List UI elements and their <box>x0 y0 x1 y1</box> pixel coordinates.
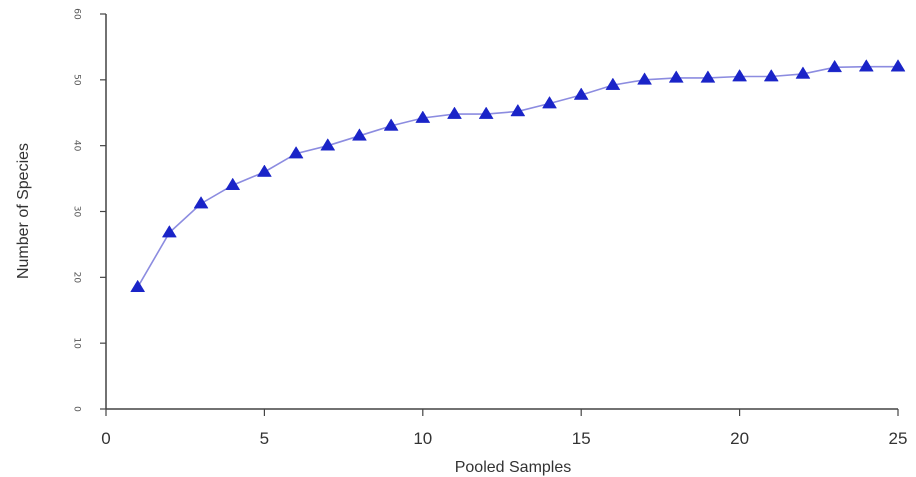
y-tick-label: 60 <box>72 8 82 20</box>
data-point-marker <box>510 103 526 117</box>
y-tick-label: 40 <box>72 140 82 152</box>
y-axis-ticks: 0 10 20 30 40 50 60 <box>72 8 106 412</box>
data-point-marker <box>668 70 684 83</box>
data-point-marker <box>320 138 336 151</box>
x-tick-label: 20 <box>730 429 749 448</box>
series-line <box>137 65 898 288</box>
y-tick-label: 20 <box>72 272 82 284</box>
data-point-marker <box>858 59 874 72</box>
y-tick-label: 10 <box>72 337 82 349</box>
data-point-marker <box>700 70 716 83</box>
data-markers <box>130 59 906 293</box>
data-point-marker <box>637 72 653 85</box>
data-point-marker <box>763 69 779 82</box>
data-point-marker <box>130 279 146 293</box>
y-axis-title: Number of Species <box>15 143 32 279</box>
x-tick-label: 5 <box>260 429 269 448</box>
y-tick-label: 0 <box>72 406 82 412</box>
data-point-marker <box>827 59 843 73</box>
data-point-marker <box>288 146 304 159</box>
data-point-marker <box>478 106 494 119</box>
data-point-marker <box>890 59 906 72</box>
y-tick-label: 30 <box>72 206 82 218</box>
data-point-marker <box>161 225 177 238</box>
data-point-marker <box>383 118 399 131</box>
x-tick-label: 10 <box>413 429 432 448</box>
x-axis-title: Pooled Samples <box>455 459 572 476</box>
data-point-marker <box>447 106 462 119</box>
data-point-marker <box>415 110 431 123</box>
data-point-marker <box>542 96 557 109</box>
data-point-marker <box>256 164 272 177</box>
data-point-marker <box>732 69 748 82</box>
data-point-marker <box>605 77 621 90</box>
data-point-marker <box>795 66 811 79</box>
y-tick-label: 50 <box>72 74 82 86</box>
data-point-marker <box>193 196 209 209</box>
x-axis-ticks: 0 5 10 15 20 25 <box>101 409 907 448</box>
x-tick-label: 15 <box>572 429 591 448</box>
data-point-marker <box>225 177 241 190</box>
x-tick-label: 25 <box>889 429 908 448</box>
data-point-marker <box>351 128 367 141</box>
data-point-marker <box>573 87 589 100</box>
x-tick-label: 0 <box>101 429 110 448</box>
